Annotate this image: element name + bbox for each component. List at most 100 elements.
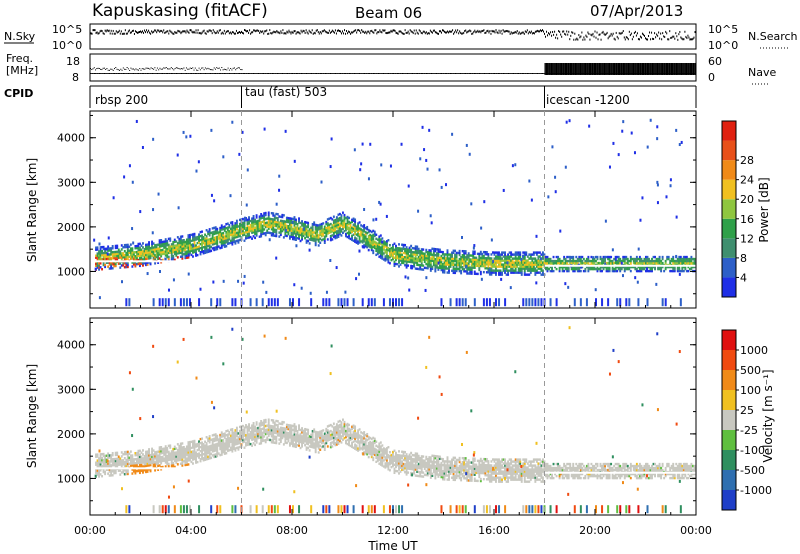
freq-sample: [211, 69, 213, 71]
velocity-cell: [111, 474, 114, 477]
power-cell: [473, 264, 476, 267]
power-cell: [396, 246, 399, 250]
power-cell: [351, 238, 353, 242]
power-cell: [504, 265, 507, 268]
power-cell: [231, 241, 234, 244]
power-cell: [113, 264, 116, 268]
power-cell: [248, 228, 250, 231]
power-cell: [416, 261, 419, 265]
freq-sample: [212, 69, 214, 71]
nave-sample: [579, 63, 582, 75]
power-cell: [675, 259, 678, 263]
power-cell: [99, 256, 102, 259]
power-cell: [543, 259, 546, 262]
power-cell: [102, 247, 105, 251]
power-cell: [549, 298, 552, 307]
velocity-cell: [119, 459, 122, 462]
power-cell: [110, 261, 113, 264]
freq-sample: [473, 73, 475, 74]
power-cell: [337, 298, 340, 307]
power-cell: [195, 236, 197, 239]
power-cell: [260, 231, 263, 234]
power-cell: [591, 261, 594, 265]
power-cell: [554, 175, 557, 179]
colorbar-swatch: [722, 160, 736, 180]
power-cell: [567, 255, 570, 259]
velocity-cell: [123, 452, 126, 456]
power-cell: [572, 267, 575, 271]
power-cell: [596, 265, 599, 269]
power-cell: [522, 251, 525, 254]
power-cell: [326, 222, 329, 225]
velocity-cell: [126, 470, 129, 474]
power-cell: [402, 259, 405, 263]
power-cell: [395, 252, 397, 256]
power-cell: [175, 252, 178, 255]
power-cell: [281, 213, 284, 217]
power-cell: [367, 236, 370, 240]
power-cell: [529, 261, 532, 264]
power-cell: [293, 228, 296, 231]
freq-sample: [390, 73, 392, 74]
power-cell: [539, 257, 542, 261]
power-cell: [376, 242, 379, 245]
power-cell: [381, 257, 384, 260]
freq-sample: [496, 73, 498, 74]
velocity-cell: [122, 459, 125, 462]
power-cell: [437, 254, 440, 257]
power-cell: [234, 226, 237, 229]
power-cell: [214, 240, 217, 243]
power-cell: [326, 232, 329, 235]
power-cell: [222, 237, 225, 241]
power-cell: [185, 135, 188, 139]
power-cell: [135, 254, 138, 258]
power-cell: [360, 230, 363, 233]
power-cell: [258, 215, 261, 218]
power-cell: [335, 230, 338, 233]
power-cell: [388, 248, 391, 251]
power-cell: [282, 228, 285, 231]
power-cell: [646, 265, 649, 269]
power-cell: [267, 215, 270, 218]
power-cell: [602, 259, 605, 263]
velocity-cell: [114, 461, 117, 465]
power-cell: [514, 163, 517, 167]
velocity-cell: [125, 470, 128, 474]
power-cell: [660, 265, 663, 269]
power-cell: [173, 244, 176, 248]
power-cell: [145, 257, 147, 261]
power-cell: [552, 261, 555, 265]
freq-sample: [443, 73, 445, 74]
power-cell: [585, 298, 588, 307]
nave-sample: [618, 63, 621, 75]
power-cell: [269, 221, 272, 225]
power-cell: [534, 259, 537, 262]
velocity-cell: [128, 456, 131, 459]
power-cell: [601, 261, 603, 265]
freq-sample: [353, 73, 356, 74]
power-cell: [644, 255, 647, 259]
power-cell: [514, 265, 517, 268]
power-cell: [346, 235, 349, 239]
power-cell: [254, 236, 257, 240]
power-cell: [187, 246, 190, 249]
power-cell: [313, 235, 316, 238]
power-cell: [172, 250, 175, 254]
power-cell: [463, 270, 466, 273]
power-cell: [216, 243, 219, 247]
power-cell: [635, 261, 638, 265]
power-cell: [578, 267, 581, 271]
power-cell: [535, 271, 538, 274]
power-cell: [237, 235, 240, 238]
velocity-cell: [114, 457, 117, 461]
power-cell: [208, 248, 211, 251]
colorbar-swatch: [722, 121, 736, 141]
velocity-cell: [99, 457, 102, 460]
power-cell: [184, 246, 187, 250]
power-cell: [346, 231, 349, 235]
power-cell: [367, 230, 370, 234]
power-cell: [525, 251, 528, 254]
power-cell: [266, 229, 269, 232]
power-cell: [295, 244, 298, 248]
power-cell: [263, 127, 266, 131]
